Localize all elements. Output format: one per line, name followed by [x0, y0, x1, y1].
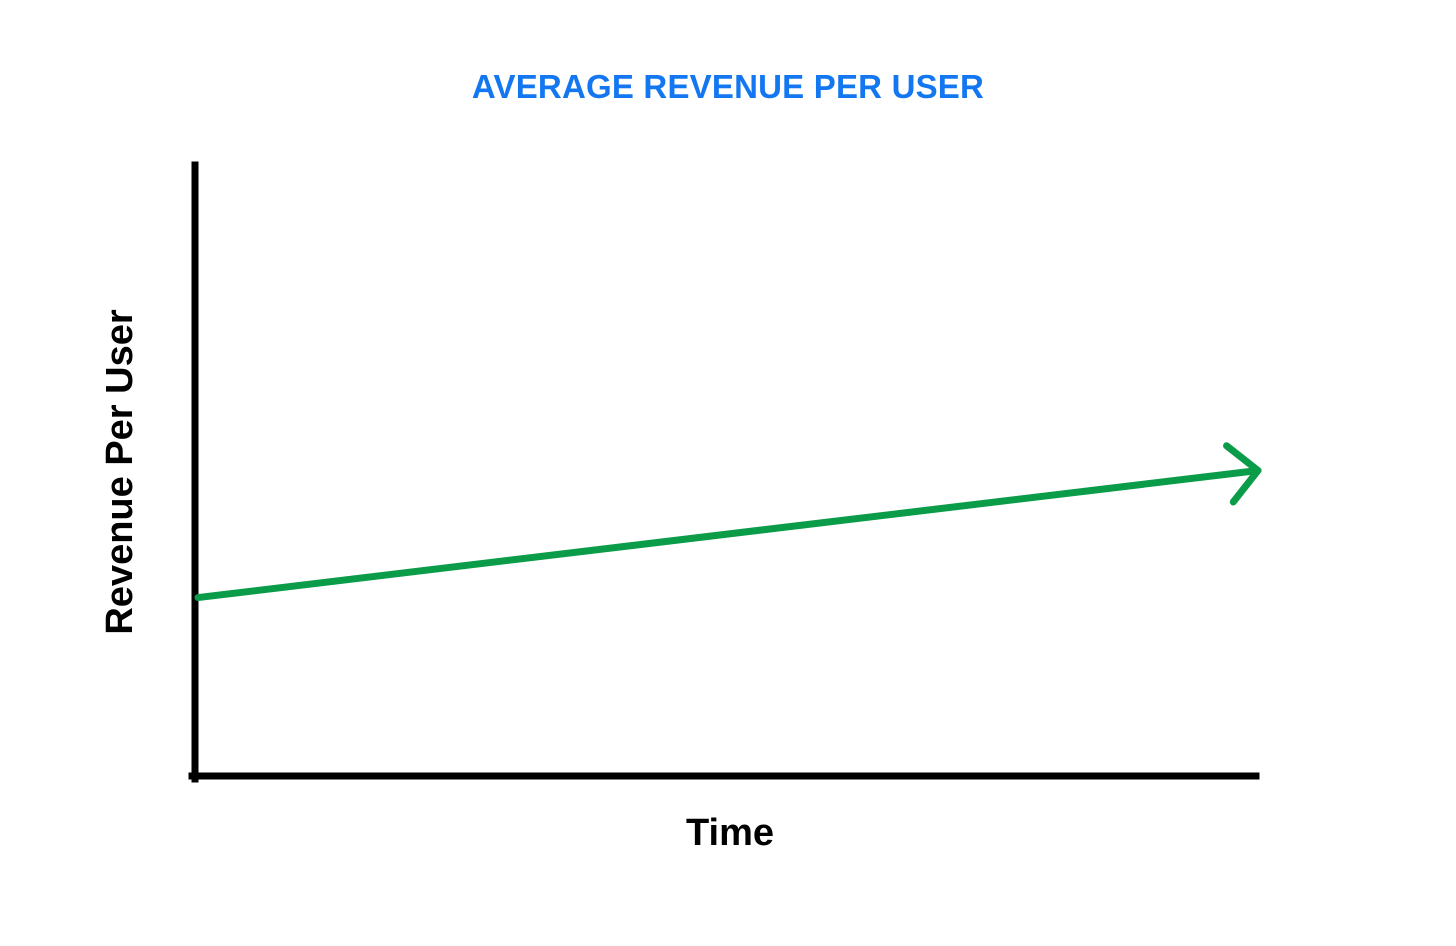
- x-axis-label: Time: [686, 812, 774, 854]
- series-layer: [194, 442, 1262, 602]
- series-line: [194, 467, 1262, 602]
- series-arrowhead: [1223, 442, 1262, 506]
- chart-title: AVERAGE REVENUE PER USER: [471, 68, 985, 105]
- y-axis-label: Revenue Per User: [99, 309, 141, 634]
